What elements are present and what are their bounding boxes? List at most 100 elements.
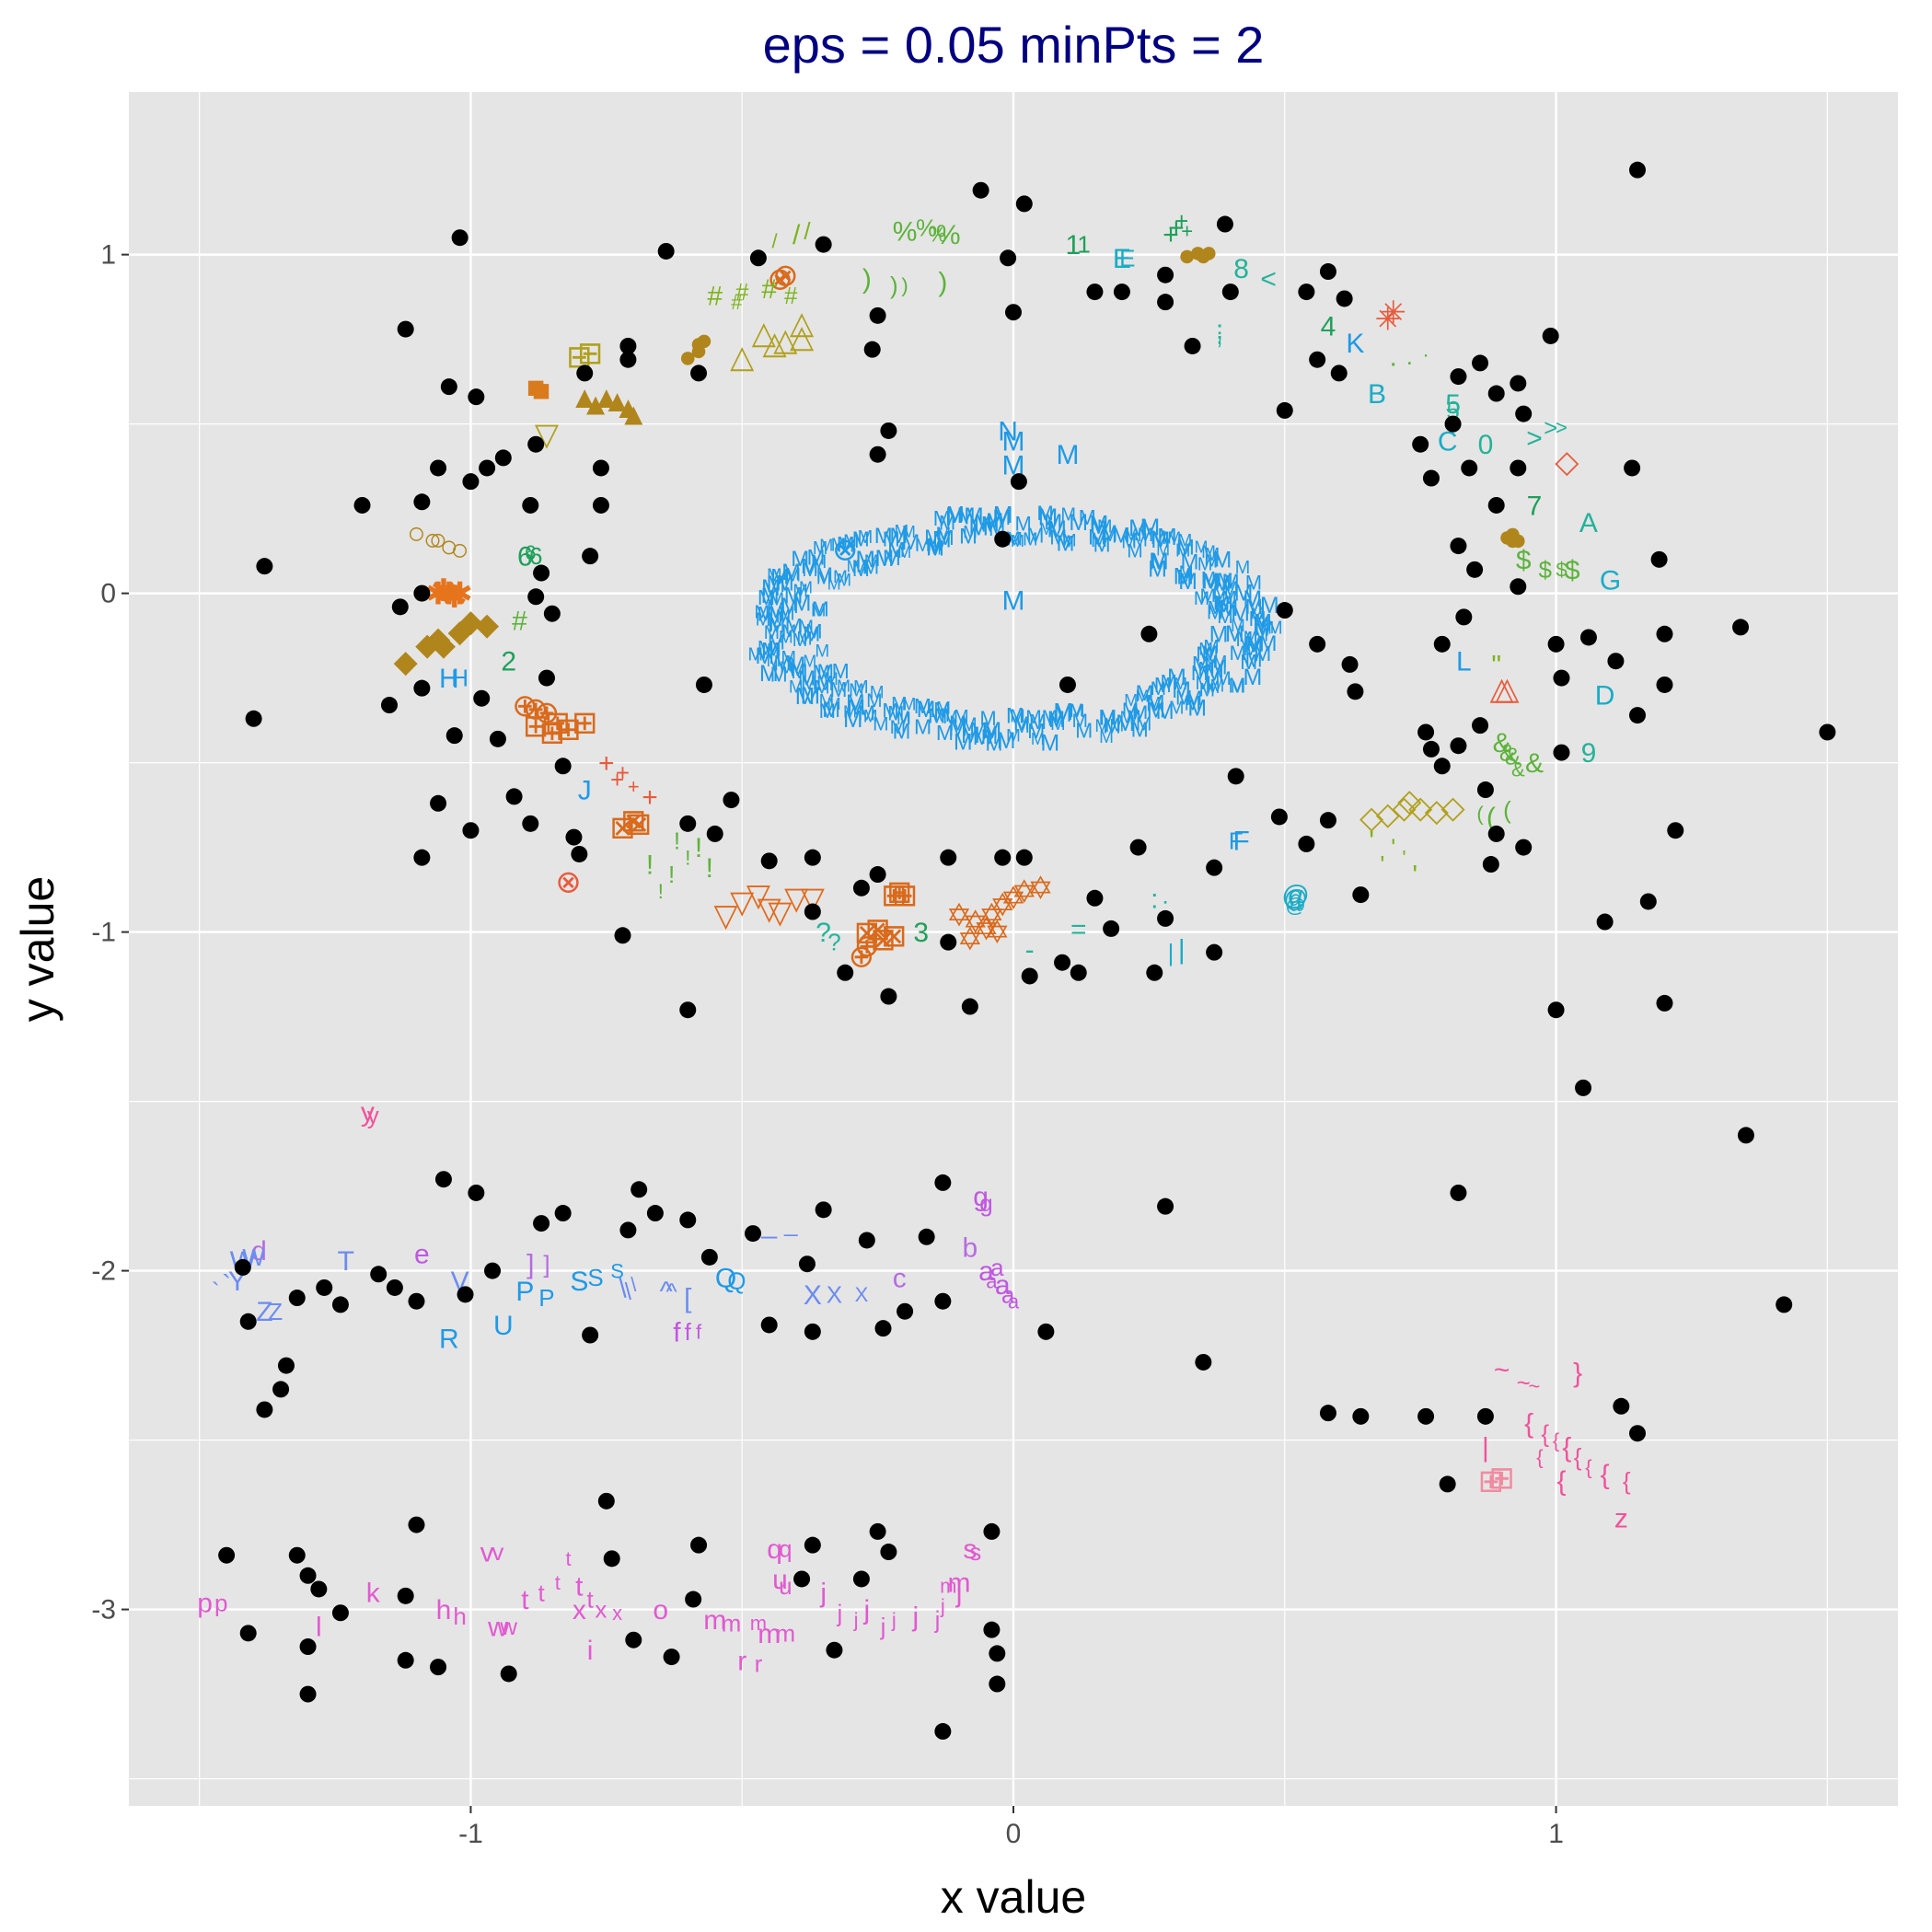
cluster-point: ◆ (448, 614, 473, 649)
cluster-point-M: M (1217, 607, 1233, 628)
y-axis-label: y value (12, 876, 64, 1022)
cluster-point-M: M (1079, 505, 1096, 529)
noise-point (614, 927, 631, 944)
cluster-point: j (853, 1608, 859, 1631)
noise-point (440, 378, 457, 396)
cluster-point: ⊞ (572, 705, 598, 740)
noise-point (1015, 849, 1033, 866)
cluster-point: # (707, 281, 723, 311)
cluster-point: ◇ (1425, 793, 1450, 828)
noise-point (288, 1290, 306, 1307)
cluster-point: ◇ (1376, 797, 1401, 832)
cluster-point: v (492, 1538, 503, 1566)
noise-point (1510, 578, 1527, 596)
noise-point (1276, 401, 1293, 419)
cluster-point-M: M (1250, 605, 1264, 623)
cluster-point: ✡ (1001, 882, 1027, 917)
noise-point (869, 445, 886, 463)
noise-point (1330, 364, 1348, 382)
cluster-point-M: M (767, 572, 786, 597)
cluster-point: { (1601, 1460, 1610, 1490)
cluster-point: ' (1391, 834, 1395, 862)
cluster-point: j (836, 1599, 842, 1626)
cluster-point-M: M (1174, 675, 1187, 693)
noise-point (1015, 195, 1033, 213)
cluster-point-M: M (851, 557, 868, 578)
cluster-point-M: M (874, 524, 893, 549)
cluster-point-M: M (963, 523, 978, 542)
cluster-point: x (612, 1602, 622, 1625)
noise-point (1656, 676, 1673, 693)
cluster-point: 5 (1445, 389, 1461, 420)
cluster-point: % (936, 220, 961, 250)
cluster-point-M: M (1175, 540, 1191, 561)
noise-point (299, 1567, 317, 1584)
noise-point (1157, 1197, 1174, 1215)
cluster-point: m (940, 1575, 956, 1598)
noise-point (391, 598, 409, 616)
cluster-point-M: M (1234, 580, 1254, 606)
cluster-point-M: M (819, 691, 835, 711)
cluster-point-M: M (982, 718, 1001, 744)
cluster-point-M: M (1025, 707, 1042, 728)
y-tick-label: 0 (100, 579, 116, 609)
noise-point (1450, 368, 1467, 386)
cluster-point: ⊗ (772, 259, 799, 294)
cluster-point-M: M (1196, 642, 1213, 666)
cluster-point-M: M (827, 695, 841, 713)
cluster-point-M: M (937, 526, 954, 550)
cluster-point-M: M (1198, 640, 1213, 659)
cluster-point-M: M (866, 690, 883, 711)
noise-point (869, 307, 886, 324)
cluster-point-M: M (768, 630, 785, 654)
cluster-point-M: M (961, 723, 980, 748)
cluster-point-M: M (1136, 681, 1154, 706)
noise-point (457, 1286, 474, 1303)
cluster-point-M: M (852, 557, 870, 581)
cluster-point: _ (760, 1209, 778, 1240)
noise-point (852, 1570, 870, 1588)
cluster-point-M: M (986, 509, 1003, 533)
cluster-point-M: M (1213, 572, 1232, 596)
cluster-point: ● (689, 326, 709, 361)
cluster-point-M: M (1091, 517, 1107, 538)
cluster-point-M: M (1194, 588, 1210, 609)
cluster-point: 8 (1233, 254, 1249, 284)
cluster-point-M: M (901, 530, 920, 555)
noise-point (793, 1570, 811, 1588)
cluster-point: ⊞ (523, 709, 550, 744)
cluster-point-M: M (837, 572, 851, 591)
cluster-point: ] (543, 1250, 550, 1278)
cluster-point-M: M (1116, 711, 1135, 736)
cluster-point-M: M (1228, 674, 1245, 698)
cluster-point-M: M (796, 628, 813, 649)
noise-point (571, 845, 588, 862)
noise-point (533, 564, 550, 582)
cluster-point: Z (256, 1297, 272, 1327)
cluster-point-M: M (1007, 529, 1024, 550)
cluster-point: + (1181, 220, 1193, 243)
cluster-point: ⊗ (555, 864, 582, 899)
cluster-point: S (570, 1267, 588, 1297)
cluster-point-M: M (792, 631, 808, 651)
cluster-point: J (578, 776, 592, 806)
cluster-point: j (880, 1613, 886, 1640)
cluster-point-M: M (1140, 513, 1161, 540)
noise-point (1298, 835, 1315, 852)
noise-point (505, 788, 523, 805)
cluster-point: } (1573, 1358, 1582, 1388)
noise-point (989, 1675, 1006, 1693)
cluster-point: E (1113, 244, 1131, 274)
cluster-point-M: M (1187, 696, 1207, 722)
cluster-point-M: M (954, 707, 969, 727)
cluster-point: . (1406, 342, 1413, 370)
cluster-point-M: M (985, 731, 1002, 755)
cluster-point-M: M (959, 524, 978, 549)
cluster-point-M: M (827, 574, 841, 593)
noise-point (1515, 405, 1533, 422)
cluster-point: ' (1380, 850, 1384, 878)
cluster-point-M: M (1260, 619, 1274, 637)
cluster-point-M: M (1210, 677, 1225, 696)
